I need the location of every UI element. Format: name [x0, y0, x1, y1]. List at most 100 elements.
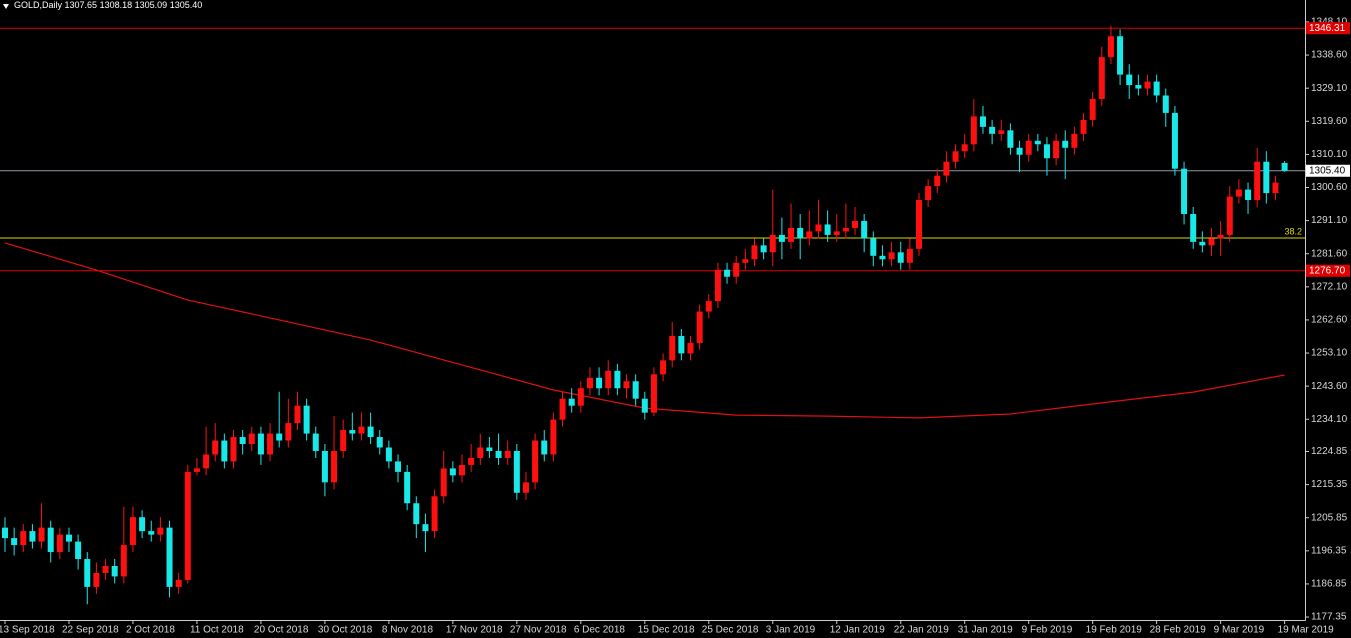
candle-body: [1025, 140, 1032, 155]
y-tick-label: 1224.85: [1311, 446, 1348, 457]
candle-body: [1043, 144, 1050, 159]
candle-body: [724, 269, 731, 277]
candle-body: [504, 450, 511, 458]
candle-body: [294, 405, 301, 424]
candle-body: [513, 450, 520, 493]
y-tick-label: 1253.10: [1311, 348, 1348, 359]
candle-body: [1080, 119, 1087, 134]
y-tick-label: 1300.60: [1311, 182, 1348, 193]
candle-body: [395, 461, 402, 472]
candle-body: [696, 311, 703, 343]
candle-body: [916, 200, 922, 249]
candle-body: [1281, 162, 1288, 171]
candle-body: [678, 335, 685, 354]
candle-body: [1107, 36, 1114, 58]
y-tick-label: 1186.85: [1311, 579, 1347, 590]
candle-body: [139, 517, 146, 532]
candle-body: [1226, 196, 1233, 235]
x-tick-label: 9 Feb 2019: [1022, 625, 1073, 636]
y-tick-label: 1348.10: [1311, 17, 1348, 28]
candle-body: [93, 572, 100, 587]
candle-body: [788, 227, 795, 242]
close-value: 1305.40: [170, 0, 203, 10]
x-tick-label: 6 Dec 2018: [574, 625, 626, 636]
low-value: 1305.09: [135, 0, 168, 10]
candle-body: [1007, 130, 1014, 148]
menu-triangle: [3, 4, 9, 9]
candle-body: [623, 381, 630, 389]
y-tick-label: 1291.10: [1311, 215, 1348, 226]
candle-body: [1171, 112, 1178, 169]
candle-body: [111, 565, 118, 577]
candle-body: [65, 534, 72, 542]
y-tick-label: 1243.60: [1311, 381, 1348, 392]
candle-body: [532, 440, 539, 483]
candle-body: [952, 151, 959, 162]
x-tick-label: 8 Nov 2018: [382, 625, 434, 636]
x-tick-label: 22 Jan 2019: [894, 625, 949, 636]
high-value: 1308.18: [100, 0, 133, 10]
candle-body: [75, 541, 82, 560]
candle-body: [385, 447, 392, 462]
candle-body: [650, 374, 657, 413]
y-tick-label: 1177.35: [1311, 612, 1347, 623]
candle-body: [477, 447, 484, 458]
candle-body: [38, 527, 45, 542]
candle-body: [84, 559, 91, 587]
candle-body: [404, 471, 411, 504]
candle-body: [614, 370, 621, 389]
candle-body: [20, 531, 27, 546]
candle-body: [157, 527, 164, 535]
candle-body: [203, 454, 210, 469]
candle-body: [714, 269, 721, 302]
candle-body: [806, 231, 813, 239]
candle-body: [102, 565, 109, 573]
y-tick-label: 1234.10: [1311, 414, 1348, 425]
candle-body: [568, 398, 575, 406]
x-tick-label: 11 Oct 2018: [190, 625, 244, 636]
current-price-label: 1305.40: [1309, 165, 1346, 176]
candle-body: [1153, 81, 1160, 96]
candle-body: [906, 248, 913, 263]
candle-body: [422, 524, 429, 532]
candle-body: [550, 419, 557, 455]
candle-body: [888, 252, 895, 260]
y-tick-label: 1329.10: [1311, 83, 1348, 94]
candle-body: [459, 464, 465, 476]
candle-body: [468, 457, 475, 465]
y-tick-label: 1262.60: [1311, 315, 1348, 326]
level-price-label: 1276.70: [1309, 265, 1346, 276]
candle-body: [559, 398, 566, 420]
candle-body: [596, 377, 603, 389]
candle-body: [970, 116, 977, 145]
y-tick-label: 1215.35: [1311, 479, 1348, 490]
candle-body: [148, 531, 155, 535]
y-tick-label: 1281.60: [1311, 248, 1348, 259]
candle-body: [376, 437, 383, 448]
candle-body: [870, 238, 877, 256]
candle-body: [1263, 161, 1270, 194]
candle-body: [1181, 168, 1188, 214]
x-tick-label: 20 Oct 2018: [254, 625, 309, 636]
candle-body: [212, 440, 219, 455]
candle-body: [248, 433, 255, 445]
candle-body: [230, 437, 237, 462]
candle-body: [495, 450, 502, 458]
candle-body: [1245, 189, 1252, 201]
candle-body: [879, 255, 886, 260]
candle-body: [797, 227, 804, 239]
candle-body: [449, 468, 456, 476]
candle-body: [778, 234, 785, 242]
candle-body: [340, 430, 347, 451]
x-tick-label: 19 Mar 2019: [1278, 625, 1335, 636]
candle-body: [129, 517, 136, 546]
candle-body: [605, 370, 612, 389]
y-tick-label: 1196.35: [1311, 545, 1347, 556]
candle-body: [267, 433, 274, 455]
candle-body: [760, 245, 767, 253]
candle-body: [961, 144, 968, 152]
candle-body: [998, 130, 1005, 134]
candle-body: [221, 440, 228, 462]
candle-body: [742, 259, 749, 263]
x-tick-label: 17 Nov 2018: [446, 625, 503, 636]
